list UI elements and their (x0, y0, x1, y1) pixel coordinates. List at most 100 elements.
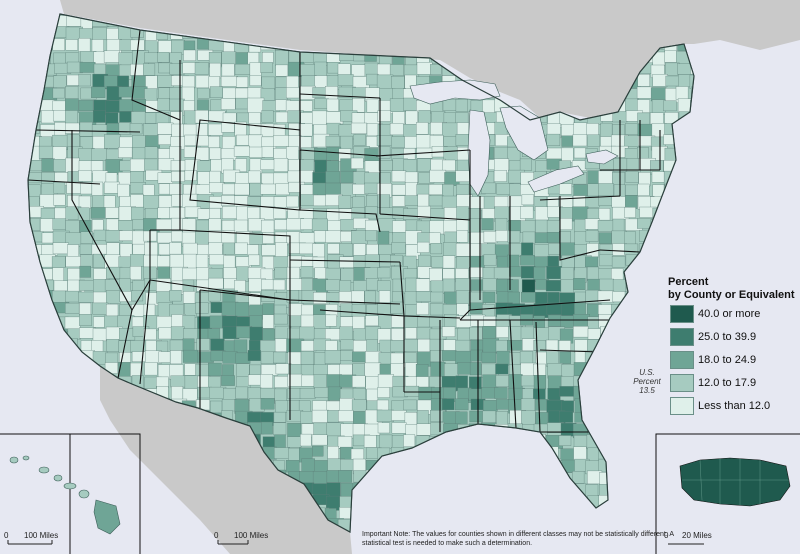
county-cell (625, 171, 639, 183)
county-cell (119, 278, 131, 294)
county-cell (222, 315, 238, 329)
county-cell (183, 253, 197, 269)
county-cell (366, 388, 379, 403)
county-cell (521, 279, 536, 294)
county-cell (327, 410, 340, 423)
county-cell (573, 326, 589, 338)
county-cell (130, 158, 146, 172)
county-cell (495, 218, 508, 232)
county-cell (40, 218, 54, 232)
county-cell (418, 110, 431, 124)
county-cell (363, 435, 377, 448)
county-cell (91, 39, 104, 53)
county-cell (184, 134, 198, 146)
county-cell (379, 434, 393, 449)
county-cell (311, 434, 328, 446)
county-cell (326, 122, 341, 135)
us-percent-line2: Percent (633, 377, 661, 386)
legend-label-class-4: 12.0 to 17.9 (698, 377, 757, 389)
county-cell (143, 195, 160, 210)
county-cell (352, 316, 365, 330)
county-cell (470, 349, 483, 362)
county-cell (39, 194, 56, 208)
county-cell (93, 63, 106, 76)
county-cell (171, 171, 185, 182)
county-cell (208, 110, 226, 123)
county-cell (51, 256, 66, 268)
county-cell (80, 254, 93, 268)
county-cell (53, 159, 67, 172)
county-cell (535, 219, 549, 234)
county-cell (352, 98, 365, 113)
county-cell (247, 97, 265, 114)
county-cell (158, 134, 172, 145)
county-cell (456, 303, 469, 316)
county-cell (611, 196, 626, 208)
county-cell (391, 410, 407, 421)
county-cell (130, 194, 144, 208)
county-cell (482, 410, 496, 424)
county-cell (378, 290, 391, 303)
county-cell (144, 112, 157, 124)
county-cell (118, 147, 133, 158)
county-cell (272, 279, 286, 291)
county-cell (79, 314, 92, 326)
county-cell (494, 387, 508, 399)
county-cell (236, 266, 250, 282)
county-cell (117, 315, 135, 329)
legend-item-class-3: 18.0 to 24.9 (670, 350, 756, 370)
county-cell (262, 328, 275, 341)
county-cell (261, 219, 275, 233)
county-cell (598, 208, 611, 221)
county-cell (535, 206, 549, 221)
county-cell (547, 388, 561, 401)
county-cell (106, 339, 120, 352)
county-cell (208, 40, 226, 52)
county-cell (522, 231, 536, 244)
county-cell (286, 195, 299, 208)
county-cell (262, 52, 274, 64)
county-cell (157, 266, 170, 280)
county-cell (105, 100, 120, 113)
county-cell (587, 328, 601, 340)
county-cell (416, 62, 433, 75)
county-cell (28, 218, 41, 231)
county-cell (221, 122, 235, 133)
county-cell (470, 279, 485, 291)
county-cell (559, 386, 576, 397)
county-cell (260, 398, 275, 410)
county-cell (65, 256, 81, 268)
county-cell (233, 339, 248, 354)
county-cell (171, 39, 185, 55)
county-cell (483, 315, 496, 327)
county-cell (313, 422, 328, 437)
county-cell (469, 362, 482, 376)
county-cell (509, 266, 522, 277)
county-cell (92, 328, 108, 342)
county-cell (428, 184, 443, 195)
county-cell (481, 208, 496, 219)
county-cell (444, 363, 459, 378)
county-cell (157, 172, 173, 184)
county-cell (482, 326, 496, 340)
legend-item-class-2: 25.0 to 39.9 (670, 327, 756, 347)
county-cell (286, 146, 299, 160)
county-cell (169, 290, 182, 302)
county-cell (78, 99, 94, 111)
county-cell (326, 98, 339, 112)
puerto-rico-scale-start: 0 (664, 531, 669, 540)
county-cell (663, 100, 677, 112)
county-cell (352, 363, 365, 377)
county-cell (234, 242, 248, 255)
county-cell (220, 76, 238, 87)
county-cell (208, 277, 224, 290)
county-cell (377, 374, 394, 388)
county-cell (496, 350, 511, 366)
county-cell (495, 363, 509, 375)
county-cell (208, 136, 220, 148)
county-cell (106, 28, 119, 41)
county-cell (481, 243, 496, 256)
county-cell (52, 87, 65, 99)
us-percent-value: 13.5 (639, 386, 655, 395)
county-cell (377, 230, 390, 246)
